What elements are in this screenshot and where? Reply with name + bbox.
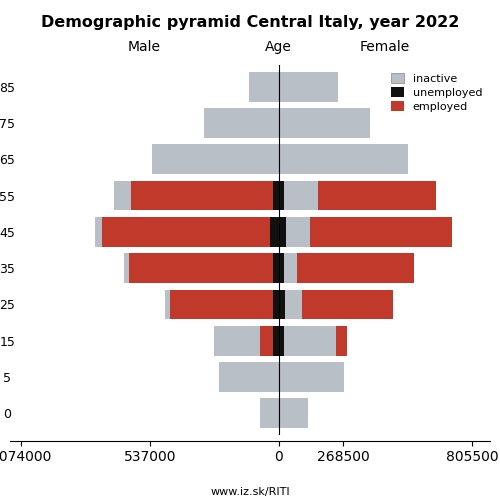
Bar [336,326,347,356]
Text: Male: Male [128,40,161,54]
Bar [286,217,310,246]
Bar [302,290,393,320]
Bar [152,144,279,174]
Text: Age: Age [266,40,292,54]
Bar [260,398,279,428]
Bar [279,180,283,210]
Bar [279,72,338,102]
Bar [318,180,436,210]
Bar [170,290,273,320]
Text: Female: Female [360,40,410,54]
Text: Demographic pyramid Central Italy, year 2022: Demographic pyramid Central Italy, year … [41,15,459,30]
Bar [102,217,270,246]
Bar [279,398,308,428]
Legend: inactive, unemployed, employed: inactive, unemployed, employed [388,70,484,114]
Bar [297,254,414,283]
Bar [270,217,279,246]
Bar [131,180,273,210]
Text: www.iz.sk/RITI: www.iz.sk/RITI [210,488,290,498]
Bar [124,254,129,283]
Bar [284,254,297,283]
Bar [279,326,283,356]
Bar [279,108,370,138]
Bar [273,254,279,283]
Bar [204,108,279,138]
Bar [285,290,302,320]
Bar [273,180,279,210]
Bar [279,254,283,283]
Bar [284,326,337,356]
Bar [260,326,273,356]
Bar [273,290,279,320]
Bar [279,144,408,174]
Bar [279,362,344,392]
Bar [95,217,102,246]
Bar [273,326,279,356]
Bar [249,72,279,102]
Bar [165,290,170,320]
Bar [284,180,318,210]
Bar [129,254,273,283]
Bar [219,362,279,392]
Bar [279,217,286,246]
Bar [310,217,452,246]
Bar [214,326,260,356]
Bar [279,290,285,320]
Bar [114,180,131,210]
